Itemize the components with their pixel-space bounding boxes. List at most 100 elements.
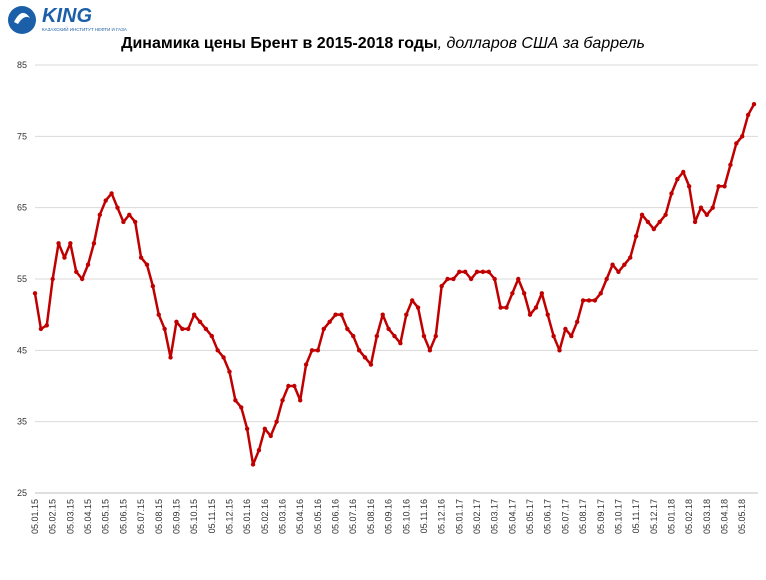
x-tick-label: 05.10.17 xyxy=(613,499,623,534)
point xyxy=(209,333,215,339)
title-main: Динамика цены Брент в 2015-2018 годы xyxy=(121,35,438,52)
x-tick-label: 05.06.15 xyxy=(118,499,128,534)
point xyxy=(463,269,468,275)
point xyxy=(557,348,562,353)
point xyxy=(233,398,238,403)
point xyxy=(745,112,751,118)
x-tick-label: 05.02.16 xyxy=(260,499,270,534)
point xyxy=(474,269,480,275)
x-tick-label: 05.11.17 xyxy=(631,499,641,533)
point xyxy=(633,234,639,239)
point xyxy=(692,219,698,225)
point xyxy=(356,348,362,353)
x-tick-label: 05.03.17 xyxy=(490,499,500,534)
x-tick-label: 05.05.17 xyxy=(525,499,535,534)
x-tick-label: 05.05.15 xyxy=(101,499,111,534)
x-tick-label: 05.08.17 xyxy=(578,499,588,534)
point xyxy=(32,291,38,296)
point xyxy=(168,355,173,360)
point xyxy=(115,205,120,210)
point xyxy=(527,312,533,317)
x-tick-label: 05.11.16 xyxy=(419,499,429,533)
point xyxy=(427,348,433,353)
chart-title: Динамика цены Брент в 2015-2018 годы, до… xyxy=(121,35,645,52)
logo-icon xyxy=(8,6,36,34)
point xyxy=(604,276,609,282)
point xyxy=(616,269,621,275)
x-tick-label: 05.03.18 xyxy=(702,499,712,534)
y-tick-label: 85 xyxy=(17,60,27,70)
point xyxy=(127,212,132,217)
point xyxy=(268,433,273,439)
point xyxy=(339,312,344,317)
point xyxy=(292,383,297,389)
y-tick-label: 55 xyxy=(17,274,27,284)
point xyxy=(62,255,67,260)
point xyxy=(710,205,715,210)
point xyxy=(74,269,79,275)
point xyxy=(645,219,651,225)
point xyxy=(740,134,745,139)
point xyxy=(97,212,103,217)
point xyxy=(451,276,456,282)
y-tick-label: 65 xyxy=(17,203,27,213)
point xyxy=(68,241,73,246)
point xyxy=(510,291,515,296)
title-units: , долларов США за баррель xyxy=(438,35,645,52)
point xyxy=(409,298,415,303)
x-tick-label: 05.01.18 xyxy=(666,499,676,534)
point xyxy=(303,362,309,367)
point xyxy=(504,305,509,310)
y-tick-label: 75 xyxy=(17,131,27,141)
point xyxy=(180,326,185,332)
point xyxy=(79,276,85,282)
point xyxy=(132,219,138,225)
point xyxy=(38,326,44,332)
x-tick-label: 05.07.15 xyxy=(136,499,146,534)
point xyxy=(404,312,409,317)
point xyxy=(486,269,491,275)
logo-name: KING xyxy=(42,5,92,27)
x-tick-label: 05.08.15 xyxy=(154,499,164,534)
x-tick-label: 05.04.17 xyxy=(507,499,517,534)
x-tick-label: 05.02.15 xyxy=(48,499,58,534)
point xyxy=(274,419,279,424)
point xyxy=(203,326,209,332)
point xyxy=(85,262,91,267)
point xyxy=(580,298,586,303)
x-tick-label: 05.05.16 xyxy=(313,499,323,534)
point xyxy=(244,426,250,431)
point xyxy=(545,312,550,317)
x-tick-label: 05.03.16 xyxy=(278,499,288,534)
point xyxy=(598,291,603,296)
point xyxy=(392,333,397,339)
x-tick-label: 05.10.16 xyxy=(401,499,411,534)
point xyxy=(622,262,627,267)
point xyxy=(698,205,704,210)
point xyxy=(144,262,150,267)
point xyxy=(421,333,427,339)
point xyxy=(398,341,403,346)
x-tick-label: 05.02.17 xyxy=(472,499,482,534)
logo: KING КАЗАХСКИЙ ИНСТИТУТ НЕФТИ И ГАЗА xyxy=(8,5,127,34)
point xyxy=(592,298,598,303)
x-tick-label: 05.09.16 xyxy=(384,499,394,534)
point xyxy=(686,184,692,189)
point xyxy=(734,141,739,146)
x-tick-label: 05.04.15 xyxy=(83,499,93,534)
point xyxy=(262,426,268,431)
x-tick-label: 05.12.16 xyxy=(437,499,447,534)
point xyxy=(368,362,374,367)
point xyxy=(574,319,580,324)
point xyxy=(492,276,497,282)
point xyxy=(704,212,710,217)
point xyxy=(651,226,657,232)
y-tick-label: 25 xyxy=(17,488,27,498)
x-tick-label: 05.09.17 xyxy=(596,499,606,534)
point xyxy=(138,255,144,260)
x-tick-label: 05.01.15 xyxy=(30,499,40,534)
point xyxy=(321,326,326,332)
logo-drop xyxy=(14,12,30,24)
point xyxy=(174,319,179,324)
